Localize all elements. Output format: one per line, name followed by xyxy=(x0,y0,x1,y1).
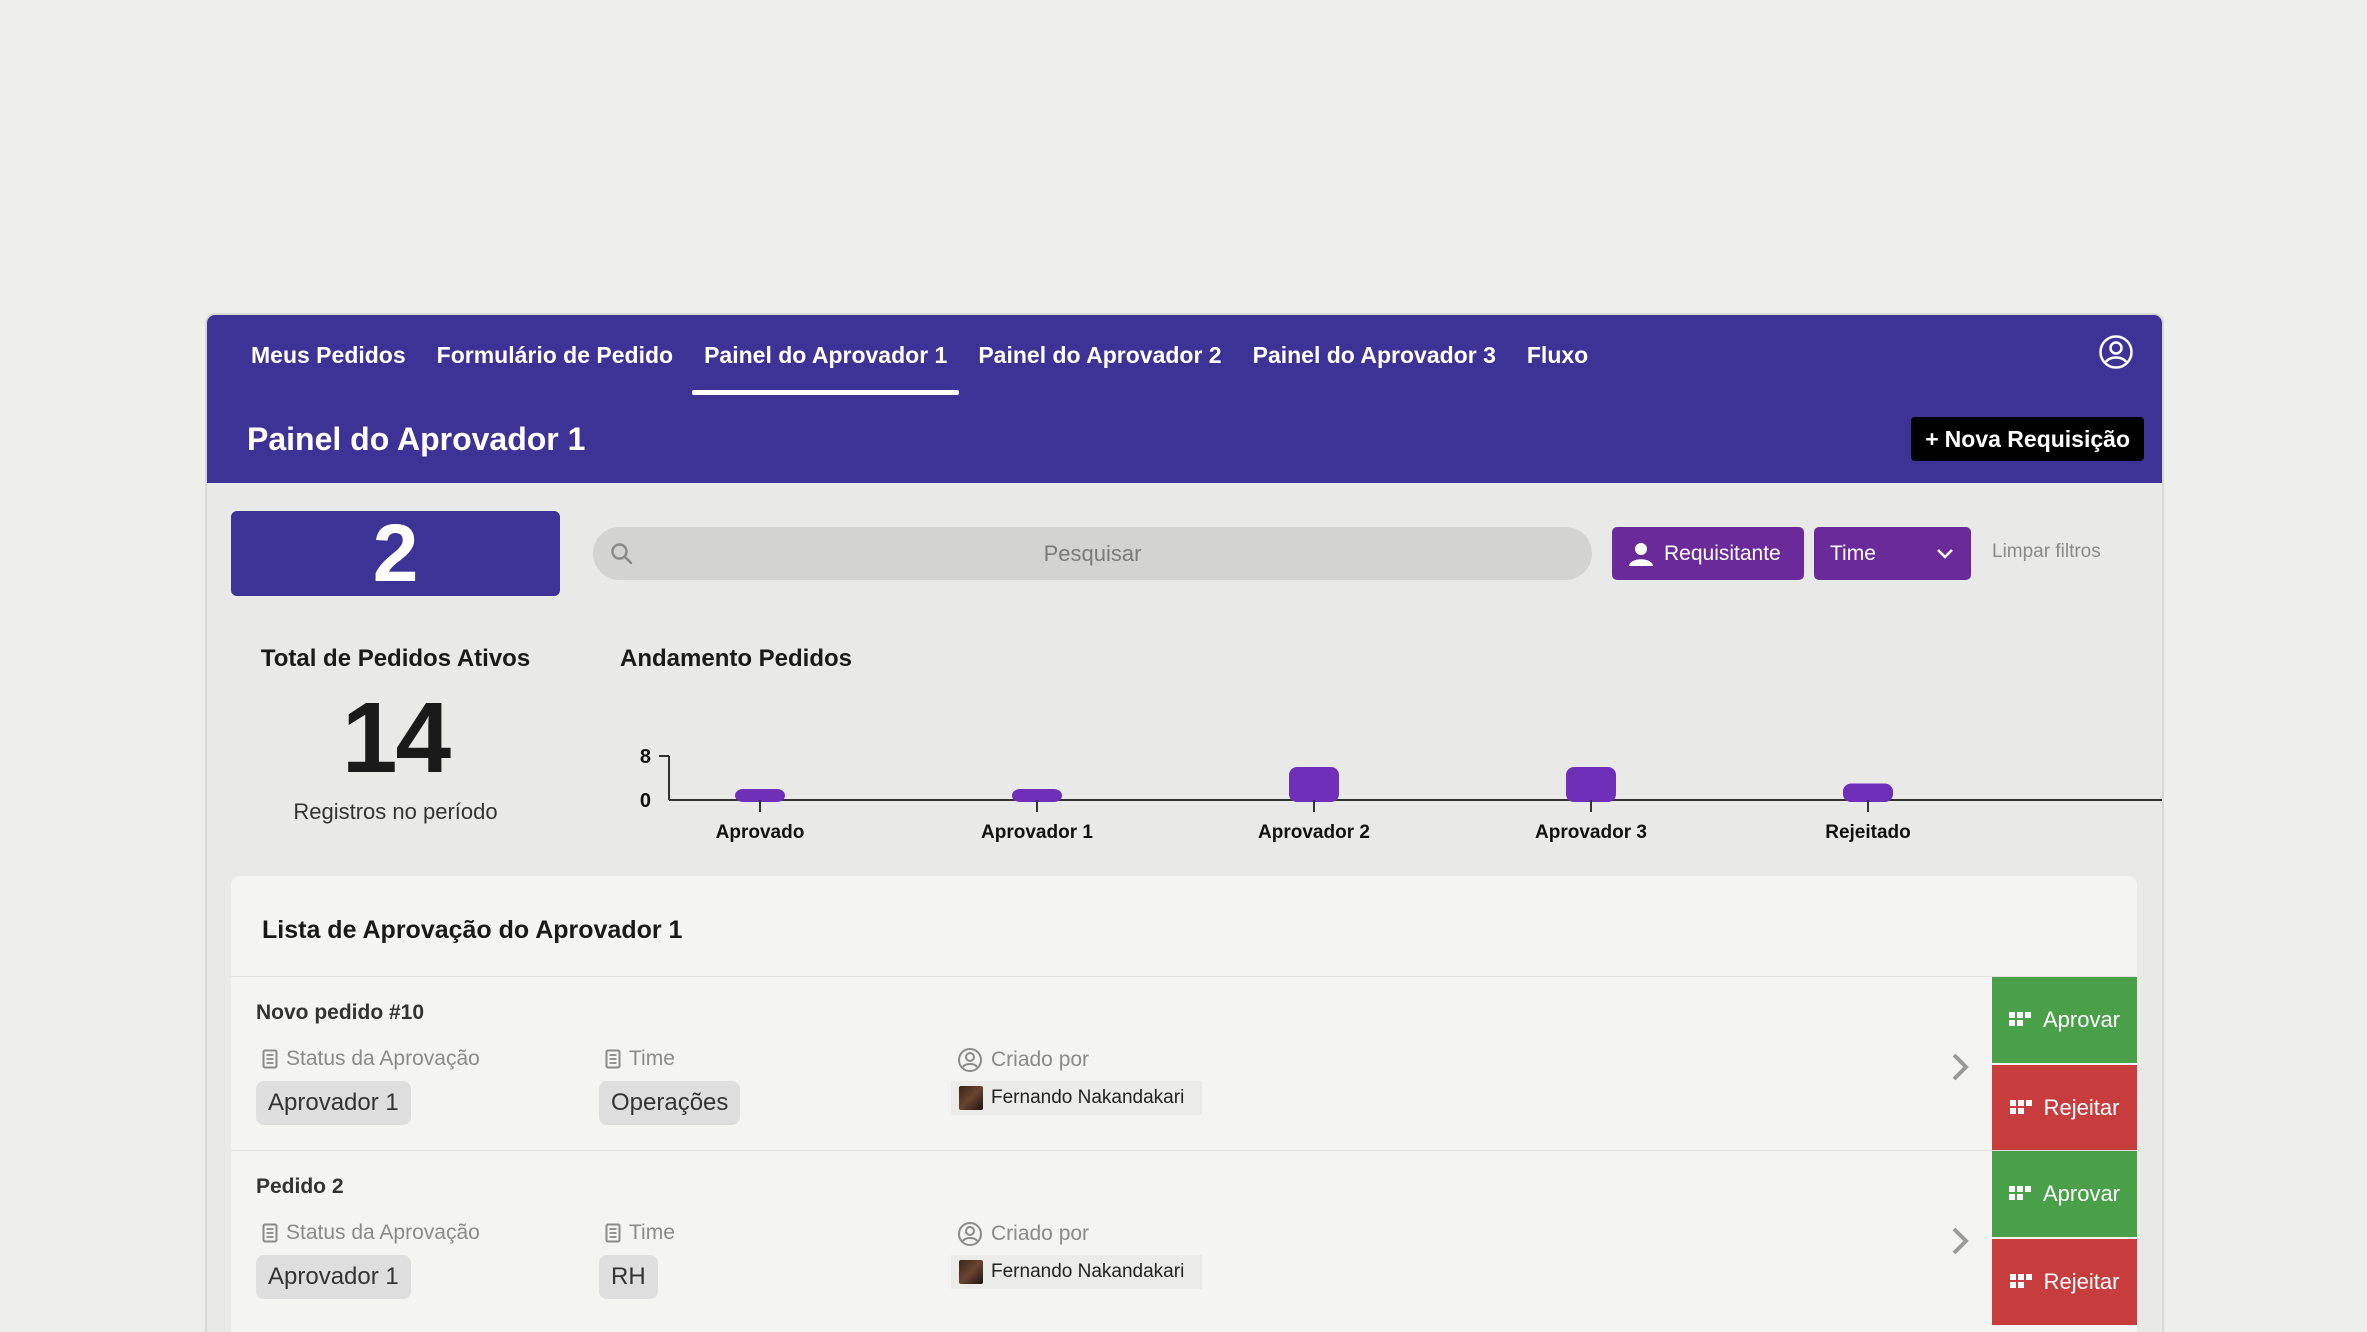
team-field: Time RH xyxy=(599,1221,675,1299)
approve-label: Aprovar xyxy=(2042,1007,2121,1032)
reject-label: Rejeitar xyxy=(2043,1269,2120,1294)
creator-label: Criado por xyxy=(991,1048,1090,1071)
user-circle-icon xyxy=(958,1222,982,1246)
list-item: Novo pedido #10 Status da Aprovação Apro… xyxy=(231,976,2137,1151)
progress-bar-chart: 8 0 Aprovado Aprovador 1 Aprovador 2 Aprovado… xyxy=(640,746,2162,843)
reject-button[interactable]: Rejeitar xyxy=(1992,1065,2137,1151)
creator-label: Criado por xyxy=(991,1222,1090,1245)
status-field: Status da Aprovação Aprovador 1 xyxy=(256,1047,480,1125)
approve-icon xyxy=(2008,1186,2031,1200)
creator-chip: Fernando Nakandakari xyxy=(951,1255,1203,1289)
list-item: Pedido 2 Status da Aprovação Aprovador 1… xyxy=(231,1150,2137,1325)
total-title: Total de Pedidos Ativos xyxy=(260,645,531,672)
team-label: Time xyxy=(629,1047,675,1070)
x-tick-label: Aprovador 2 xyxy=(1258,822,1370,843)
y-tick-label: 0 xyxy=(640,790,651,812)
new-request-label: Nova Requisição xyxy=(1944,425,2130,452)
new-request-button[interactable]: + Nova Requisição xyxy=(1911,417,2144,461)
y-tick-label: 8 xyxy=(640,746,651,768)
document-icon xyxy=(262,1223,278,1243)
pending-count: 2 xyxy=(231,508,560,599)
header-bar: Meus Pedidos Formulário de Pedido Painel… xyxy=(207,315,2162,483)
chart-bar xyxy=(1566,767,1616,802)
app-window: Meus Pedidos Formulário de Pedido Painel… xyxy=(205,313,2164,1332)
status-label: Status da Aprovação xyxy=(286,1047,480,1070)
status-badge: Aprovador 1 xyxy=(256,1081,411,1125)
reject-icon xyxy=(2009,1274,2032,1288)
x-tick-label: Aprovador 3 xyxy=(1535,822,1647,843)
chevron-right-icon[interactable] xyxy=(1946,1049,1974,1085)
document-icon xyxy=(605,1049,621,1069)
tab-painel-aprovador-2[interactable]: Painel do Aprovador 2 xyxy=(978,341,1222,368)
avatar xyxy=(959,1260,983,1284)
chart-bar xyxy=(1012,789,1062,802)
tab-fluxo[interactable]: Fluxo xyxy=(1526,341,1589,368)
creator-chip: Fernando Nakandakari xyxy=(951,1081,1203,1115)
chevron-right-icon[interactable] xyxy=(1946,1223,1974,1259)
search-icon xyxy=(611,543,633,565)
chart-bar xyxy=(1843,783,1893,802)
total-subtitle: Registros no período xyxy=(293,799,498,824)
creator-field: Criado por Fernando Nakandakari xyxy=(951,1047,1203,1115)
request-name: Pedido 2 xyxy=(256,1175,344,1198)
avatar xyxy=(959,1086,983,1110)
chart-bar xyxy=(1289,767,1339,802)
chart-title: Andamento Pedidos xyxy=(620,645,853,672)
status-badge: Aprovador 1 xyxy=(256,1255,411,1299)
clear-filters-link[interactable]: Limpar filtros xyxy=(1992,541,2101,562)
tab-formulario-pedido[interactable]: Formulário de Pedido xyxy=(436,341,674,368)
team-filter-label: Time xyxy=(1830,541,1876,565)
status-field: Status da Aprovação Aprovador 1 xyxy=(256,1221,480,1299)
plus-icon: + xyxy=(1925,425,1939,452)
requester-filter-button[interactable]: Requisitante xyxy=(1612,527,1804,580)
approve-label: Aprovar xyxy=(2042,1181,2121,1206)
tab-painel-aprovador-1[interactable]: Painel do Aprovador 1 xyxy=(692,315,960,395)
approve-icon xyxy=(2008,1012,2031,1026)
team-label: Time xyxy=(629,1221,675,1244)
team-badge: RH xyxy=(599,1255,658,1299)
nav-tabs: Meus Pedidos Formulário de Pedido Painel… xyxy=(239,315,1607,395)
chevron-down-icon xyxy=(1937,548,1953,559)
team-badge: Operações xyxy=(599,1081,741,1125)
reject-label: Rejeitar xyxy=(2043,1095,2120,1120)
person-icon xyxy=(1629,542,1653,566)
list-title: Lista de Aprovação do Aprovador 1 xyxy=(262,916,683,944)
document-icon xyxy=(262,1049,278,1069)
x-tick-label: Aprovado xyxy=(716,822,805,843)
x-tick-label: Rejeitado xyxy=(1825,822,1911,843)
approve-button[interactable]: Aprovar xyxy=(1992,977,2137,1063)
requester-filter-label: Requisitante xyxy=(1664,541,1781,565)
user-circle-icon xyxy=(958,1048,982,1072)
total-number: 14 xyxy=(341,682,451,794)
team-field: Time Operações xyxy=(599,1047,741,1125)
approve-button[interactable]: Aprovar xyxy=(1992,1151,2137,1237)
creator-name: Fernando Nakandakari xyxy=(991,1261,1185,1282)
page-title: Painel do Aprovador 1 xyxy=(247,421,586,457)
document-icon xyxy=(605,1223,621,1243)
search-input[interactable] xyxy=(593,527,1592,580)
x-tick-label: Aprovador 1 xyxy=(981,822,1093,843)
team-filter-select[interactable]: Time xyxy=(1814,527,1971,580)
chart-bar xyxy=(735,789,785,802)
approval-list: Lista de Aprovação do Aprovador 1 Novo p… xyxy=(231,876,2137,1332)
reject-icon xyxy=(2009,1100,2032,1114)
user-circle-icon[interactable] xyxy=(2098,334,2134,370)
creator-field: Criado por Fernando Nakandakari xyxy=(951,1221,1203,1289)
reject-button[interactable]: Rejeitar xyxy=(1992,1239,2137,1325)
search-bar xyxy=(593,527,1592,580)
request-name: Novo pedido #10 xyxy=(256,1001,425,1024)
tab-painel-aprovador-3[interactable]: Painel do Aprovador 3 xyxy=(1252,341,1496,368)
status-label: Status da Aprovação xyxy=(286,1221,480,1244)
creator-name: Fernando Nakandakari xyxy=(991,1087,1185,1108)
tab-meus-pedidos[interactable]: Meus Pedidos xyxy=(251,341,406,368)
